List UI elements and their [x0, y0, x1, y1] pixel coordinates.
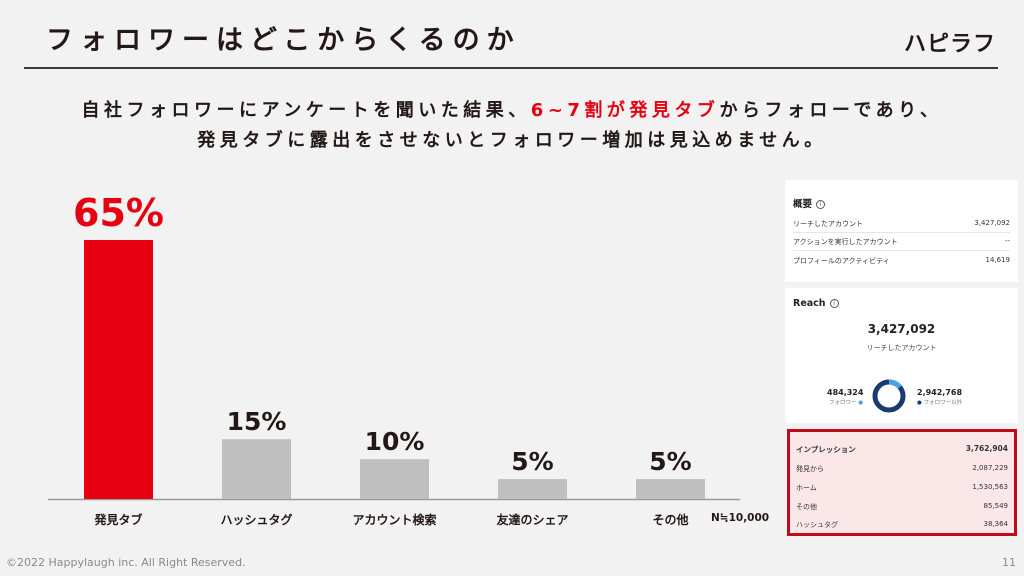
bar-value-label: 15%: [227, 407, 287, 436]
reach-donut: [872, 379, 906, 413]
overview-row-value: 3,427,092: [974, 219, 1010, 227]
follower-reach-value: 484,324: [827, 388, 864, 397]
impressions-row-value: 85,549: [983, 502, 1009, 510]
impressions-row-value: 3,762,904: [965, 444, 1008, 453]
subtitle-highlight: 6~7割が発見タブ: [530, 100, 720, 121]
reach-total: 3,427,092: [867, 322, 936, 336]
bar: [360, 459, 429, 499]
category-label: アカウント検索: [352, 512, 436, 527]
impressions-row-value: 38,364: [983, 520, 1009, 528]
overview-title-text: 概要: [793, 199, 813, 210]
impressions-row-label: インプレッション: [796, 445, 856, 454]
non-follower-reach-label: ● フォロワー以外: [917, 398, 962, 406]
impressions-row-value: 1,530,563: [972, 483, 1008, 491]
overview-row-label: プロフィールのアクティビティ: [793, 257, 890, 265]
overview-row-value: --: [1004, 237, 1010, 245]
info-icon: i: [829, 299, 839, 308]
info-icon: i: [816, 200, 826, 209]
reach-panel: Reach i 3,427,092 リーチしたアカウント 484,324 フォロワ…: [785, 288, 1018, 423]
brand-logo: ハピラフ: [903, 32, 996, 57]
impressions-row-value: 2,087,229: [972, 464, 1008, 472]
impressions-row-label: 発見から: [796, 465, 824, 473]
category-label: ハッシュタグ: [220, 512, 292, 527]
donut-followers: [872, 379, 906, 413]
impressions-row: その他 85,549: [796, 502, 1008, 516]
overview-row: アクションを実行したアカウント --: [793, 237, 1010, 251]
impressions-row: インプレッション 3,762,904: [796, 444, 1008, 458]
bar-value-label: 65%: [73, 191, 164, 235]
impressions-row-label: その他: [796, 503, 817, 511]
bar: [84, 240, 153, 499]
bar-value-label: 10%: [365, 427, 425, 456]
follower-reach-label-text: フォロワー: [829, 400, 857, 406]
overview-row: リーチしたアカウント 3,427,092: [793, 219, 1010, 233]
overview-row-value: 14,619: [985, 256, 1011, 264]
impressions-row-label: ホーム: [796, 484, 817, 492]
category-label: 友達のシェア: [495, 512, 568, 527]
impressions-row: ホーム 1,530,563: [796, 483, 1008, 497]
impressions-row-label: ハッシュタグ: [796, 521, 838, 529]
title-divider: [24, 67, 998, 69]
impressions-panel: インプレッション 3,762,904 発見から 2,087,229 ホーム 1,…: [787, 429, 1017, 536]
bar: [636, 479, 705, 499]
category-label: その他: [652, 512, 688, 527]
overview-panel: 概要 i リーチしたアカウント 3,427,092 アクションを実行したアカウント…: [785, 180, 1018, 282]
non-follower-dot-icon: ●: [917, 400, 922, 406]
subtitle-line-1: 自社フォロワーにアンケートを聞いた結果、6~7割が発見タブからフォローであり、: [0, 96, 1024, 126]
subtitle-line-2: 発見タブに露出をさせないとフォロワー増加は見込めません。: [197, 130, 827, 151]
reach-title-text: Reach: [793, 298, 826, 309]
bar: [498, 479, 567, 499]
subtitle-text: からフォローであり、: [719, 100, 943, 121]
bar-value-label: 5%: [511, 447, 553, 476]
subtitle-text: 自社フォロワーにアンケートを聞いた結果、: [81, 100, 531, 121]
non-follower-reach-value: 2,942,768: [917, 388, 963, 397]
follower-reach-label: フォロワー ●: [829, 398, 863, 406]
page-number: 11: [1002, 556, 1016, 569]
impressions-row: ハッシュタグ 38,364: [796, 520, 1008, 534]
overview-row-label: リーチしたアカウント: [793, 220, 863, 228]
follower-dot-icon: ●: [858, 400, 864, 406]
bar-chart: 65% 発見タブ 15% ハッシュタグ 10% アカウント検索 5% 友達のシェア 5% その他: [48, 191, 740, 527]
reach-total-label: リーチしたアカウント: [866, 344, 937, 352]
overview-title: 概要 i: [793, 196, 826, 210]
bar: [222, 439, 291, 499]
sample-size-note: N≒10,000: [711, 512, 770, 524]
category-label: 発見タブ: [93, 512, 142, 527]
reach-title: Reach i: [793, 298, 839, 309]
bar-value-label: 5%: [649, 447, 691, 476]
non-follower-reach-label-text: フォロワー以外: [923, 400, 963, 406]
row-divider: [793, 250, 1010, 251]
impressions-row: 発見から 2,087,229: [796, 464, 1008, 478]
overview-row-label: アクションを実行したアカウント: [793, 238, 898, 246]
row-divider: [793, 232, 1010, 233]
copyright: ©2022 Happylaugh inc. All Right Reserved…: [6, 556, 246, 569]
page-title: フォロワーはどこからくるのか: [46, 25, 521, 56]
subtitle: 自社フォロワーにアンケートを聞いた結果、6~7割が発見タブからフォローであり、 …: [0, 96, 1024, 156]
overview-row: プロフィールのアクティビティ 14,619: [793, 256, 1010, 270]
